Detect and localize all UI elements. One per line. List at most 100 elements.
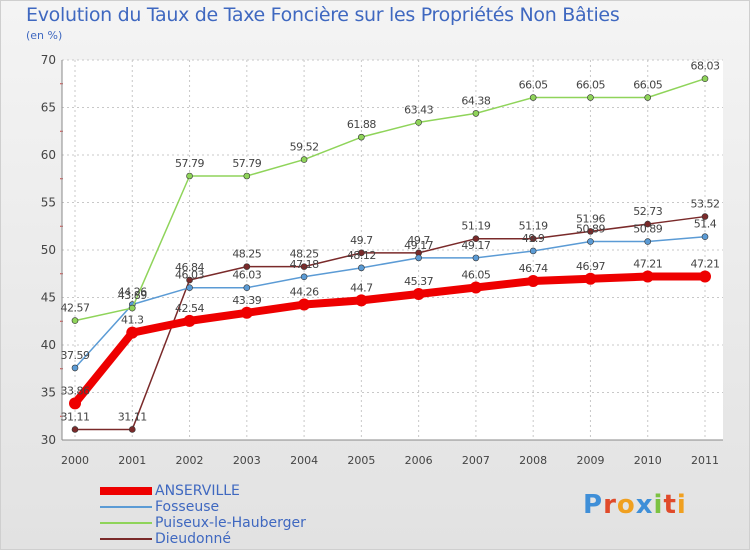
data-point: [699, 270, 711, 283]
x-tick-label: 2009: [576, 454, 604, 467]
data-label: 49.9: [522, 232, 545, 245]
data-label: 51.4: [694, 218, 717, 231]
y-tick-label: 50: [41, 243, 56, 257]
data-point: [587, 94, 594, 101]
data-point: [358, 264, 365, 272]
series-line-anserville: [71, 272, 709, 408]
data-label: 46.74: [519, 262, 548, 275]
data-label: 68.03: [691, 60, 720, 73]
data-label: 46.97: [576, 260, 605, 273]
legend-label: Dieudonné: [155, 531, 231, 547]
data-point: [300, 156, 308, 163]
chart-title: Evolution du Taux de Taxe Foncière sur l…: [26, 4, 620, 26]
data-point: [587, 228, 594, 235]
data-point: [641, 270, 654, 283]
x-tick-label: 2002: [176, 454, 204, 467]
data-point: [186, 284, 193, 292]
data-point: [472, 254, 480, 262]
data-point: [529, 94, 537, 101]
data-point: [412, 287, 425, 300]
data-label: 41.3: [121, 314, 144, 327]
data-label: 51.19: [519, 220, 548, 233]
legend-swatch: [100, 487, 152, 495]
data-label: 49.17: [404, 239, 433, 252]
data-point: [243, 172, 251, 180]
data-point: [126, 326, 139, 339]
data-label: 44.7: [350, 281, 373, 294]
data-label: 31.11: [118, 410, 147, 423]
data-point: [300, 263, 308, 270]
data-label: 66.05: [633, 79, 662, 92]
data-point: [71, 426, 79, 433]
data-label: 43.89: [118, 289, 147, 302]
x-tick-label: 2005: [347, 454, 375, 467]
x-tick-label: 2010: [634, 454, 662, 467]
data-point: [587, 238, 594, 245]
data-label: 61.88: [347, 118, 376, 131]
data-point: [183, 314, 196, 327]
data-point: [358, 249, 365, 257]
data-point: [128, 426, 136, 433]
series-line-fosseuse: [74, 235, 706, 369]
data-point: [355, 294, 368, 307]
data-point: [529, 247, 537, 255]
data-label: 49.7: [407, 234, 430, 247]
data-label: 46.05: [461, 269, 490, 282]
data-label: 66.05: [576, 79, 605, 92]
y-tick-label: 70: [41, 53, 56, 67]
y-tick-label: 65: [41, 101, 56, 115]
data-point: [701, 233, 709, 240]
x-tick-label: 2006: [405, 454, 433, 467]
data-label: 47.18: [290, 258, 319, 271]
logo-letter: x: [635, 490, 654, 520]
data-point: [644, 94, 652, 101]
data-label: 37.59: [61, 349, 90, 362]
data-label: 51.19: [461, 220, 490, 233]
legend-swatch: [100, 538, 152, 540]
y-tick-label: 55: [41, 196, 56, 210]
data-label: 42.57: [61, 302, 90, 315]
y-tick-label: 30: [41, 433, 56, 447]
data-point: [298, 298, 311, 311]
logo-letter: r: [603, 490, 617, 520]
data-label: 53.52: [691, 198, 720, 211]
data-label: 43.39: [232, 294, 261, 307]
logo-letter: t: [663, 490, 677, 520]
x-tick-label: 2008: [519, 454, 547, 467]
data-point: [701, 213, 709, 220]
data-point: [472, 235, 480, 242]
data-label: 47.21: [633, 258, 662, 271]
data-point: [644, 238, 652, 245]
x-tick-label: 2004: [290, 454, 318, 467]
data-point: [240, 306, 253, 319]
data-point: [243, 263, 251, 270]
data-point: [701, 75, 709, 83]
logo-letter: i: [653, 490, 664, 520]
data-label: 44.26: [290, 286, 319, 299]
data-label: 49.17: [461, 239, 490, 252]
data-point: [415, 119, 422, 126]
data-point: [469, 281, 482, 294]
data-label: 64.38: [461, 94, 490, 107]
data-point: [128, 304, 136, 312]
chart-unit-label: (en %): [26, 29, 63, 42]
series-line-puiseux-le-hauberger: [74, 77, 706, 322]
data-point: [529, 235, 537, 242]
legend-label: Fosseuse: [155, 499, 220, 515]
x-tick-label: 2003: [233, 454, 261, 467]
data-label: 31.11: [61, 410, 90, 423]
x-tick-label: 2007: [462, 454, 490, 467]
legend-label: ANSERVILLE: [155, 483, 240, 499]
data-label: 47.21: [691, 258, 720, 271]
data-label: 48.12: [347, 249, 376, 262]
logo-letter: P: [583, 490, 604, 520]
data-point: [69, 397, 81, 410]
legend-swatch: [100, 506, 152, 508]
y-tick-label: 45: [41, 291, 56, 305]
data-label: 66.05: [519, 79, 548, 92]
data-label: 45.37: [404, 275, 433, 288]
data-point: [71, 364, 79, 372]
y-tick-label: 35: [41, 386, 56, 400]
data-label: 63.43: [404, 103, 433, 116]
data-point: [71, 317, 79, 324]
